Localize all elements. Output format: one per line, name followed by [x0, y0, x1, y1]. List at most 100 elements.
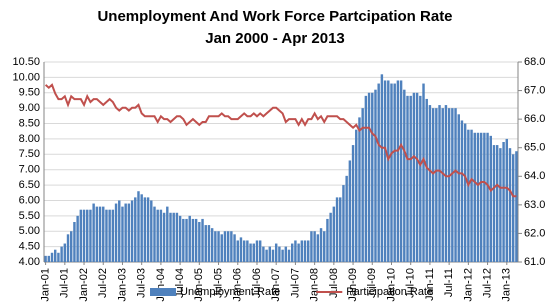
bar: [66, 234, 70, 262]
bar: [220, 234, 223, 262]
bar: [329, 212, 332, 262]
chart-title: Unemployment And Work Force Partcipation…: [97, 8, 452, 25]
bar: [367, 92, 371, 263]
bar: [89, 209, 92, 262]
bar: [287, 249, 291, 262]
bar: [188, 215, 191, 262]
bar: [463, 123, 467, 263]
bar: [249, 243, 252, 262]
bar: [182, 218, 185, 262]
bar: [92, 203, 95, 262]
bar: [134, 197, 137, 262]
bar: [150, 200, 153, 262]
x-tick-label: Jan-13: [501, 268, 513, 302]
x-tick-label: Jan-08: [309, 268, 321, 302]
y-tick-label: 10.50: [12, 56, 40, 68]
bar: [118, 200, 121, 262]
bar: [358, 117, 361, 262]
bar: [492, 145, 496, 262]
bar: [70, 231, 73, 262]
y2-tick-label: 61.0: [524, 256, 545, 268]
bar: [271, 249, 275, 262]
bar: [393, 83, 396, 263]
bar: [377, 83, 380, 263]
bar: [495, 145, 499, 262]
bar: [412, 92, 416, 263]
bar: [111, 209, 115, 262]
bar: [486, 132, 489, 262]
bar: [290, 243, 294, 262]
y-tick-label: 6.00: [19, 194, 40, 206]
bar: [162, 212, 166, 262]
bar: [105, 209, 108, 262]
bar: [239, 237, 243, 262]
legend-label: Participation Rate: [346, 286, 433, 298]
bar: [454, 108, 457, 263]
bar: [121, 206, 124, 262]
bar: [335, 197, 339, 262]
bar: [339, 197, 342, 262]
bar: [223, 231, 227, 262]
bar: [473, 132, 476, 262]
bar: [511, 154, 515, 262]
bar: [159, 209, 163, 262]
bar: [403, 89, 406, 262]
bar: [246, 240, 249, 262]
x-tick-label: Jul-01: [59, 268, 71, 298]
bar: [242, 240, 246, 262]
x-tick-label: Jan-05: [193, 268, 205, 302]
bar: [73, 222, 76, 262]
bar: [348, 160, 352, 262]
y-tick-label: 10.00: [12, 71, 40, 83]
bar: [146, 197, 150, 262]
bar: [86, 209, 89, 262]
bar: [508, 148, 512, 262]
bar: [371, 92, 374, 263]
bar: [361, 108, 364, 263]
x-tick-label: Jul-07: [289, 268, 301, 298]
bar: [476, 132, 480, 262]
bar: [457, 114, 460, 262]
bar: [351, 145, 355, 262]
bar: [166, 206, 169, 262]
bar: [278, 246, 281, 262]
bar: [428, 105, 432, 262]
bar: [50, 252, 54, 262]
bar: [425, 98, 428, 262]
bar: [431, 108, 435, 263]
bar: [198, 222, 201, 262]
bar: [207, 225, 211, 262]
bar: [127, 203, 131, 262]
bar: [44, 255, 47, 262]
y-tick-label: 9.00: [19, 102, 40, 114]
bar: [102, 206, 105, 262]
x-tick-label: Jul-06: [251, 268, 263, 298]
bar: [323, 231, 326, 262]
y2-tick-label: 68.0: [524, 56, 545, 68]
bar: [483, 132, 486, 262]
y-tick-label: 4.00: [19, 256, 40, 268]
x-tick-label: Jul-03: [136, 268, 148, 298]
bar: [294, 240, 297, 262]
bar: [374, 89, 377, 262]
bar: [470, 129, 473, 262]
bar: [355, 129, 358, 262]
bar: [435, 108, 438, 263]
bar: [169, 212, 172, 262]
bar: [265, 249, 268, 262]
bar: [172, 212, 175, 262]
y-tick-label: 9.50: [19, 87, 40, 99]
bar: [214, 231, 217, 262]
bar: [210, 228, 214, 262]
bar: [230, 231, 233, 262]
bar: [467, 129, 470, 262]
bar: [63, 243, 67, 262]
bar: [499, 148, 502, 262]
bar: [390, 83, 393, 263]
x-tick-label: Jul-10: [405, 268, 417, 298]
x-tick-label: Jan-07: [270, 268, 282, 302]
bar: [95, 206, 99, 262]
bar: [233, 234, 236, 262]
y-tick-label: 4.50: [19, 241, 40, 253]
x-tick-label: Jul-04: [174, 268, 186, 298]
